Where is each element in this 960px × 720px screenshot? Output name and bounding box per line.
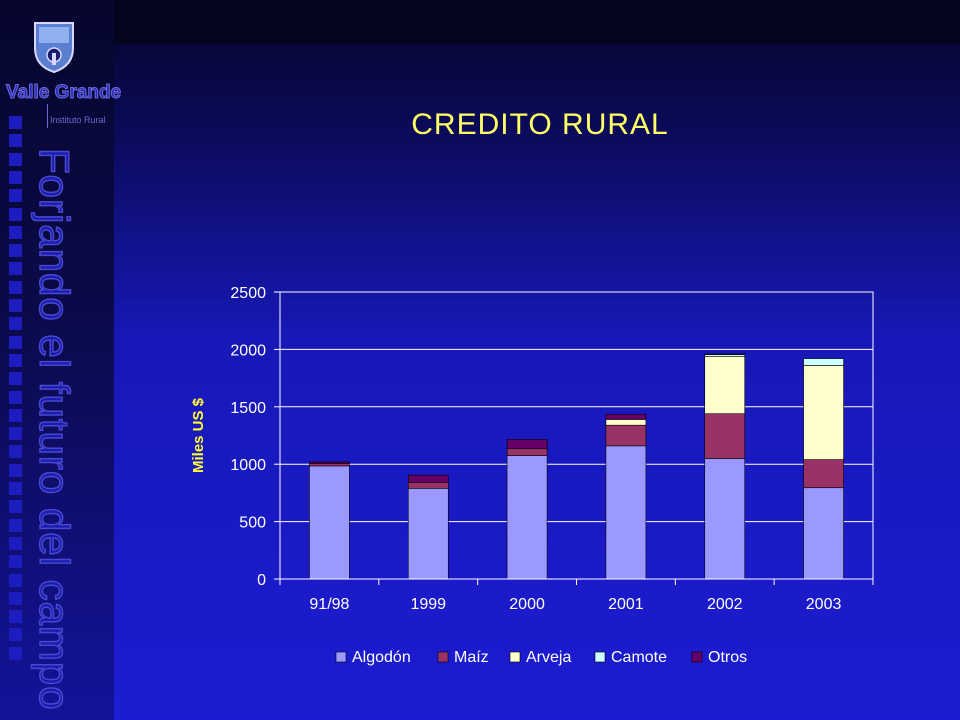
- decorative-square: [9, 646, 22, 660]
- bar-segment: [704, 355, 746, 414]
- decorative-square: [9, 207, 22, 221]
- bar-segment: [704, 353, 746, 355]
- y-axis-label: Miles US $: [190, 397, 207, 473]
- decorative-square: [9, 555, 22, 569]
- bar-segment: [605, 424, 647, 447]
- decorative-square: [9, 610, 22, 624]
- logo-divider: [47, 104, 48, 128]
- x-tick-label: 2003: [806, 596, 842, 613]
- decorative-square: [9, 280, 22, 294]
- legend-label: Camote: [611, 649, 667, 666]
- y-tick-label: 1500: [230, 400, 266, 417]
- bar-segment: [803, 365, 844, 460]
- stacked-bar-chart: 0 500 1000 1500 2000 2500 91/98 1999 2000 2001 20…: [190, 285, 874, 666]
- bars: [309, 353, 844, 580]
- bar-segment: [605, 413, 647, 420]
- bar-segment: [803, 487, 844, 580]
- x-tick-label: 1999: [410, 596, 446, 613]
- decorative-square: [9, 262, 22, 276]
- legend: Algodón Maíz Arveja Camote Otros: [335, 649, 747, 666]
- legend-swatch: [594, 651, 606, 663]
- decorative-square: [9, 189, 22, 203]
- decorative-square: [9, 244, 22, 258]
- bar-segment: [506, 439, 548, 450]
- gridlines: [274, 291, 873, 580]
- legend-swatch: [509, 651, 521, 663]
- bar-segment: [309, 463, 350, 467]
- decorative-square: [9, 170, 22, 184]
- decorative-square: [9, 463, 22, 477]
- plot-area-border: [279, 291, 874, 580]
- x-tick-label: 91/98: [309, 596, 349, 613]
- y-tick-label: 2500: [230, 285, 266, 302]
- logo-subtext: Instituto Rural: [50, 115, 106, 125]
- legend-label: Maíz: [454, 649, 489, 666]
- decorative-square: [9, 573, 22, 587]
- bar-segment: [309, 461, 350, 464]
- axes: [279, 291, 874, 585]
- decorative-square: [9, 152, 22, 166]
- decorative-square: [9, 116, 22, 129]
- x-tick-label: 2000: [509, 596, 545, 613]
- decorative-square: [9, 482, 22, 495]
- decorative-square: [9, 225, 22, 239]
- decorative-square: [9, 500, 22, 514]
- top-band: [114, 0, 960, 44]
- bar-segment: [407, 488, 449, 580]
- legend-label: Arveja: [526, 649, 571, 666]
- y-tick-label: 2000: [230, 342, 266, 359]
- x-tick-label: 2001: [608, 596, 644, 613]
- bar-segment: [704, 458, 746, 580]
- x-tick-labels: 91/98 1999 2000 2001 2002 2003: [309, 596, 841, 613]
- bar-segment: [506, 455, 548, 580]
- bar-segment: [407, 474, 449, 483]
- bar-segment: [605, 419, 647, 426]
- decorative-square: [9, 335, 22, 349]
- y-tick-label: 500: [239, 515, 266, 532]
- y-tick-labels: 0 500 1000 1500 2000 2500: [230, 285, 266, 589]
- decorative-square: [9, 518, 22, 532]
- decorative-square: [9, 628, 22, 642]
- decorative-square: [9, 372, 22, 386]
- decorative-square: [9, 591, 22, 605]
- legend-swatch: [335, 651, 347, 663]
- decorative-square: [9, 134, 22, 148]
- legend-label: Algodón: [352, 649, 411, 666]
- bar-segment: [309, 465, 350, 580]
- bar-segment: [803, 358, 844, 366]
- bar-segment: [704, 413, 746, 459]
- decorative-square: [9, 445, 22, 459]
- decorative-square: [9, 299, 22, 312]
- decorative-square: [9, 353, 22, 367]
- crest-icon: [34, 22, 74, 74]
- decorative-square: [9, 536, 22, 550]
- bar-segment: [506, 448, 548, 456]
- x-tick-label: 2002: [707, 596, 743, 613]
- slogan: Forjando el futuro del campo: [30, 147, 79, 711]
- decorative-square: [9, 408, 22, 422]
- bar-segment: [605, 445, 647, 580]
- decorative-square: [9, 390, 22, 404]
- legend-swatch: [691, 651, 703, 663]
- slide-title: CREDITO RURAL: [411, 108, 669, 141]
- decorative-square: [9, 427, 22, 441]
- decorative-square: [9, 317, 22, 331]
- y-tick-label: 0: [257, 572, 266, 589]
- logo-text: Valle Grande: [5, 82, 122, 104]
- y-tick-label: 1000: [230, 457, 266, 474]
- bar-segment: [407, 482, 449, 489]
- bar-segment: [803, 459, 844, 489]
- legend-label: Otros: [708, 649, 747, 666]
- legend-swatch: [437, 651, 449, 663]
